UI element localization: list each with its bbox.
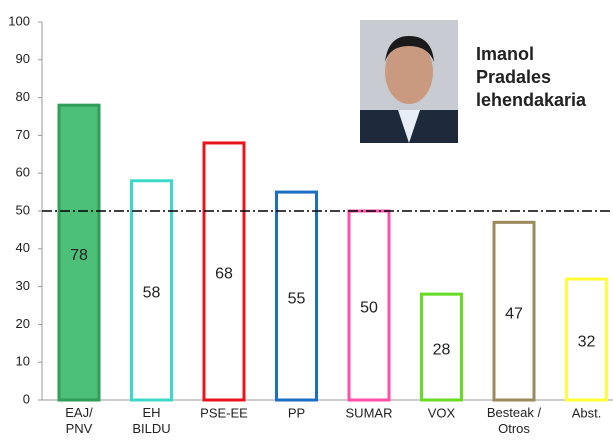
x-tick-label: SUMAR: [346, 405, 393, 420]
x-tick-label: VOX: [428, 405, 456, 420]
x-tick-label: EAJ/PNV: [65, 405, 93, 436]
value-label: 58: [143, 285, 161, 302]
y-tick-label: 100: [8, 13, 30, 28]
chart: ImanolPradaleslehendakaria 0 10 20 30 40 50 60…: [0, 0, 613, 447]
y-tick-label: 20: [16, 316, 30, 331]
value-label: 47: [505, 305, 523, 322]
y-tick-label: 30: [16, 278, 30, 293]
y-tick-label: 50: [16, 202, 30, 217]
y-tick-label: 80: [16, 89, 30, 104]
y-tick-label: 70: [16, 127, 30, 142]
y-tick-label: 90: [16, 51, 30, 66]
y-tick-label: 40: [16, 240, 30, 255]
y-tick-label: 0: [23, 391, 30, 406]
value-label: 28: [433, 341, 451, 358]
y-tick-label: 60: [16, 165, 30, 180]
value-label: 78: [70, 247, 88, 264]
x-tick-label: PSE-EE: [200, 405, 248, 420]
photo: [360, 20, 458, 143]
y-tick-label: 10: [16, 354, 30, 369]
x-tick-label: PP: [288, 405, 305, 420]
value-label: 50: [360, 300, 378, 317]
value-label: 32: [578, 334, 596, 351]
value-label: 68: [215, 266, 233, 283]
page: {"chart_data": {"type": "bar", "categori…: [0, 0, 613, 447]
value-label: 55: [288, 290, 306, 307]
x-tick-label: Abst.: [572, 405, 602, 420]
x-tick-label: Besteak /Otros: [487, 405, 542, 436]
